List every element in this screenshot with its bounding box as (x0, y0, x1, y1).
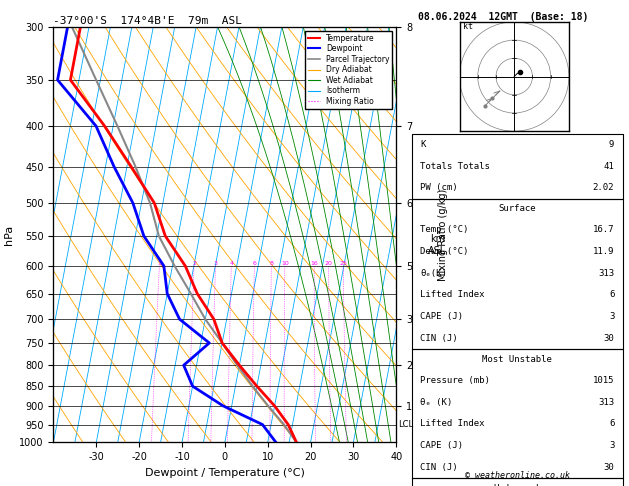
Text: 8: 8 (269, 261, 273, 266)
Text: 6: 6 (252, 261, 256, 266)
Text: Lifted Index: Lifted Index (420, 291, 485, 299)
Text: 2.02: 2.02 (593, 183, 615, 192)
Text: Most Unstable: Most Unstable (482, 355, 552, 364)
Text: 1015: 1015 (593, 376, 615, 385)
Text: 2: 2 (192, 261, 196, 266)
Text: 20: 20 (325, 261, 333, 266)
Text: 9: 9 (609, 140, 615, 149)
Text: 41: 41 (604, 162, 615, 171)
Text: Surface: Surface (499, 205, 536, 213)
Text: 6: 6 (609, 419, 615, 428)
Text: 16.7: 16.7 (593, 226, 615, 234)
Text: CAPE (J): CAPE (J) (420, 441, 464, 450)
Text: kt: kt (463, 22, 473, 31)
Text: © weatheronline.co.uk: © weatheronline.co.uk (465, 471, 570, 480)
Text: 30: 30 (604, 463, 615, 471)
Text: 25: 25 (340, 261, 347, 266)
Y-axis label: Mixing Ratio (g/kg): Mixing Ratio (g/kg) (438, 189, 448, 280)
Text: θₑ(K): θₑ(K) (420, 269, 447, 278)
Text: CAPE (J): CAPE (J) (420, 312, 464, 321)
Text: CIN (J): CIN (J) (420, 463, 458, 471)
Text: Totals Totals: Totals Totals (420, 162, 490, 171)
Text: 10: 10 (281, 261, 289, 266)
Text: K: K (420, 140, 426, 149)
Text: Temp (°C): Temp (°C) (420, 226, 469, 234)
Text: -37°00'S  174°4B'E  79m  ASL: -37°00'S 174°4B'E 79m ASL (53, 16, 242, 26)
Text: Pressure (mb): Pressure (mb) (420, 376, 490, 385)
Y-axis label: hPa: hPa (4, 225, 14, 244)
Text: Dewp (°C): Dewp (°C) (420, 247, 469, 256)
X-axis label: Dewpoint / Temperature (°C): Dewpoint / Temperature (°C) (145, 468, 305, 478)
Text: 313: 313 (598, 269, 615, 278)
Text: Lifted Index: Lifted Index (420, 419, 485, 428)
Text: 08.06.2024  12GMT  (Base: 18): 08.06.2024 12GMT (Base: 18) (418, 12, 589, 22)
Text: 16: 16 (310, 261, 318, 266)
Text: 1: 1 (157, 261, 161, 266)
Text: PW (cm): PW (cm) (420, 183, 458, 192)
Text: LCL: LCL (398, 420, 413, 429)
Text: 3: 3 (609, 312, 615, 321)
Text: 4: 4 (230, 261, 233, 266)
Y-axis label: km
ASL: km ASL (428, 235, 447, 256)
Text: θₑ (K): θₑ (K) (420, 398, 453, 406)
Text: Hodograph: Hodograph (493, 484, 542, 486)
Legend: Temperature, Dewpoint, Parcel Trajectory, Dry Adiabat, Wet Adiabat, Isotherm, Mi: Temperature, Dewpoint, Parcel Trajectory… (305, 31, 392, 109)
Text: 3: 3 (213, 261, 218, 266)
Text: 3: 3 (609, 441, 615, 450)
Text: CIN (J): CIN (J) (420, 334, 458, 343)
Text: 11.9: 11.9 (593, 247, 615, 256)
Text: 30: 30 (604, 334, 615, 343)
Text: 6: 6 (609, 291, 615, 299)
Text: 313: 313 (598, 398, 615, 406)
